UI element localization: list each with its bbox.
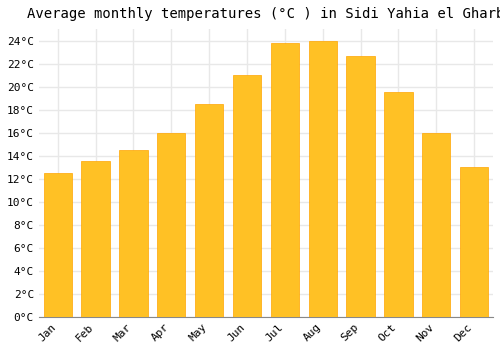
Bar	[157, 133, 186, 317]
Bar	[460, 167, 488, 317]
Bar	[270, 43, 299, 317]
Bar	[308, 41, 337, 317]
Bar	[44, 173, 72, 317]
Bar	[346, 56, 375, 317]
Bar	[119, 150, 148, 317]
Title: Average monthly temperatures (°C ) in Sidi Yahia el Gharb: Average monthly temperatures (°C ) in Si…	[27, 7, 500, 21]
Bar	[233, 75, 261, 317]
Bar	[195, 104, 224, 317]
Bar	[82, 161, 110, 317]
Bar	[422, 133, 450, 317]
Bar	[384, 92, 412, 317]
